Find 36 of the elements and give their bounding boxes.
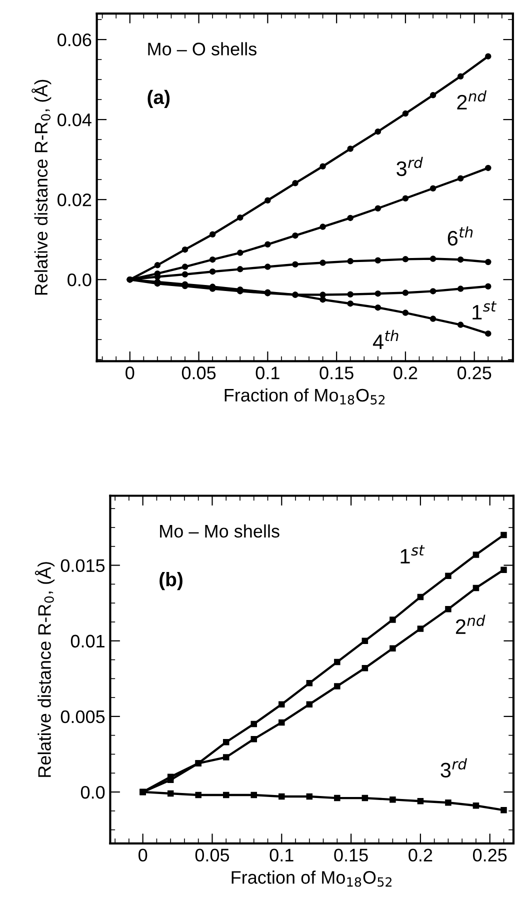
annotation: Mo – O shells bbox=[148, 42, 256, 56]
legend-label: 2$^{nd}$ bbox=[456, 614, 486, 634]
series-label: 4$^{th}$ bbox=[372, 330, 398, 349]
y-tick-label: 0.0 bbox=[68, 274, 92, 286]
x-tick-label: 0.05 bbox=[195, 848, 230, 862]
legend-label: 1$^{st}$ bbox=[472, 301, 497, 320]
y-tick-label: 0.02 bbox=[58, 194, 92, 206]
series-label: 3$^{rd}$ bbox=[396, 156, 423, 176]
x-tick-label: 0 bbox=[138, 848, 148, 862]
y-tick-label: 0.005 bbox=[60, 710, 105, 724]
y-tick-label: 0.015 bbox=[60, 559, 105, 572]
x-tick-label: 0.25 bbox=[457, 366, 492, 380]
y-axis-title: Relative distance R-R$_{0}$, (Å) bbox=[32, 80, 52, 295]
x-tick-label: 0.1 bbox=[270, 848, 294, 862]
x-tick-label: 0 bbox=[126, 366, 134, 380]
x-tick-label: 0.15 bbox=[320, 366, 354, 380]
x-tick-label: 0.15 bbox=[334, 848, 368, 862]
legend-label: 3$^{rd}$ bbox=[440, 758, 468, 778]
y-tick-label: 0.01 bbox=[70, 634, 104, 648]
y-tick-label: 0.06 bbox=[58, 33, 92, 46]
annotation: Mo – Mo shells bbox=[160, 524, 280, 538]
annotation: (b) bbox=[160, 572, 182, 590]
x-axis-title: Fraction of Mo$_{18}$O$_{52}$ bbox=[224, 388, 385, 405]
y-axis-title: Relative distance R-R$_{0}$, (Å) bbox=[34, 562, 54, 777]
legend-label: 2$^{nd}$ bbox=[457, 90, 487, 110]
x-tick-label: 0.25 bbox=[472, 848, 507, 862]
y-tick-label: 0.0 bbox=[80, 786, 105, 799]
annotation: (a) bbox=[148, 90, 170, 108]
series-label: 1$^{st}$ bbox=[400, 545, 425, 564]
y-tick-label: 0.04 bbox=[58, 113, 92, 126]
x-axis-title: Fraction of Mo$_{18}$O$_{52}$ bbox=[232, 870, 392, 887]
x-tick-label: 0.05 bbox=[182, 366, 216, 380]
x-tick-label: 0.2 bbox=[408, 848, 432, 862]
x-tick-label: 0.2 bbox=[394, 366, 418, 380]
legend-label: 6$^{th}$ bbox=[448, 226, 473, 246]
x-tick-label: 0.1 bbox=[256, 366, 280, 380]
